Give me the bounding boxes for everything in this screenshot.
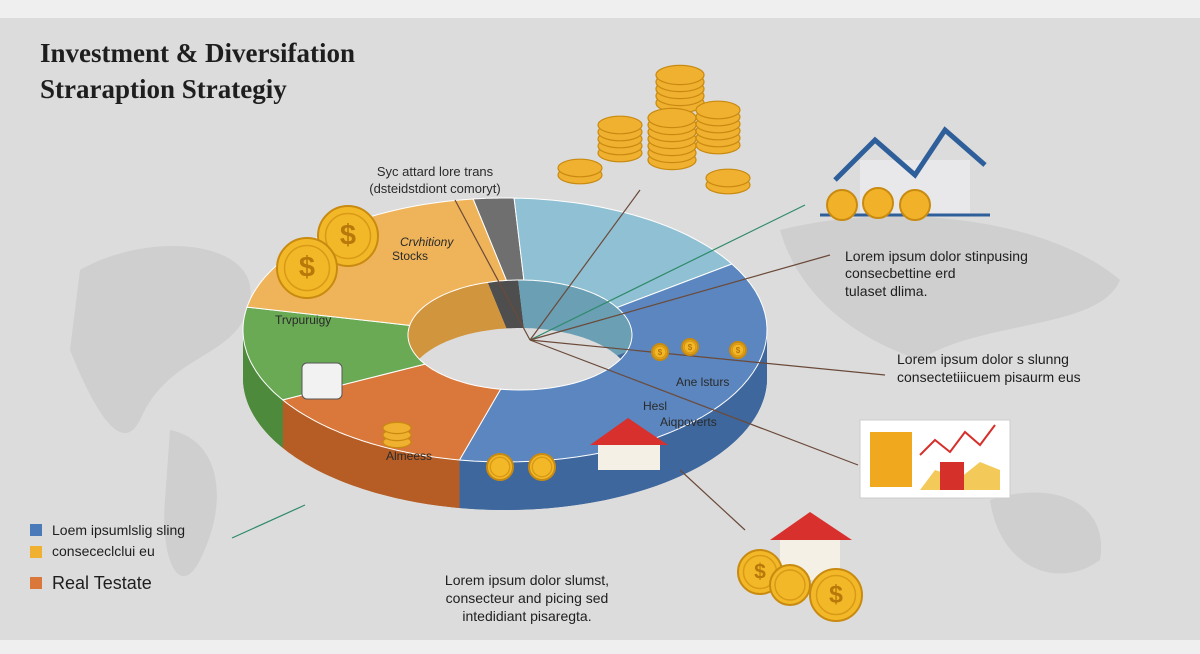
coin-stack [597,115,643,135]
note: Lorem ipsum dolor stinpusing [845,248,1028,264]
coin [809,568,863,622]
legend-label: Loem ipsumlslig sling [52,522,185,538]
coin [862,187,894,219]
legend-swatch [30,546,42,558]
donut-chart [242,197,768,510]
segment-label: Stocks [392,249,428,263]
legend-swatch [30,524,42,536]
note: consectetiiicuem pisaurm eus [897,369,1081,385]
note: consecteur and picing sed [446,590,609,606]
title: Investment & Diversifation [40,38,355,68]
coin [317,205,379,267]
coin-symbol: $ [340,220,356,252]
card-line [919,424,996,456]
world-map [70,216,1120,577]
segment-label: Almeess [386,449,432,463]
house-roof [770,512,852,540]
coin-rim [283,244,331,292]
coin-stack [557,158,603,178]
callout-line [529,339,859,466]
legend-label: consececlclui eu [52,543,155,559]
coin-symbol: $ [736,346,741,355]
segment-note: Syc attard lore trans [377,164,494,179]
legend: Loem ipsumlslig sling consececlclui eu R… [30,522,185,593]
callout-line [529,254,831,341]
segment-side [243,330,283,448]
coin-rim [774,569,806,601]
callout-line [454,199,531,341]
coins: $ $ $ $ $ $ $ [276,64,863,622]
note: consecbettine erd [845,265,956,281]
coin-symbol: $ [754,561,766,584]
coin-symbol: $ [688,343,693,352]
coin-rim [531,456,553,478]
segment-label: Crvhitiony [400,235,454,249]
coin-symbol: $ [829,581,843,609]
coin-rim [653,345,667,359]
segment-label: Aiqpoverts [660,415,717,429]
coin [826,189,858,221]
segment-label: Ane lsturs [676,375,729,389]
map-continent [70,246,251,434]
note: tulaset dlima. [845,283,927,299]
map-continent [164,430,217,577]
house-roof [833,126,987,182]
callout-line [231,504,306,539]
coin-stack [655,64,705,86]
callout-line [529,204,806,341]
bottom-band [0,640,1200,654]
note: intedidiant pisaregta. [462,608,591,624]
legend-label: Real Testate [52,573,152,593]
legend-swatch [30,577,42,589]
map-continent [780,216,1120,360]
card-block [870,432,912,487]
map-continent [990,492,1102,574]
top-band [0,0,1200,18]
callout-line [529,189,641,341]
chart-card [859,419,1011,499]
coin-stack [647,107,697,129]
segment-label: Hesl [643,399,667,413]
coin [276,237,338,299]
coin [899,189,931,221]
coin-rim [324,212,372,260]
callout-line [529,339,886,376]
house-icon [820,126,990,221]
coin-stack [695,100,741,120]
note: Lorem ipsum dolor s slunng [897,351,1069,367]
coin-rim [731,343,745,357]
note: Lorem ipsum dolor slumst, [445,572,609,588]
callout-line [679,469,746,531]
coin [769,564,811,606]
coin-stack [705,168,751,188]
segment-note: (dsteidstdiont comoryt) [369,181,501,196]
coin-rim [489,456,511,478]
coin-stack [382,421,412,435]
coin-rim [815,574,857,616]
house-icon [590,418,668,470]
segment-label: Trvpuruigy [275,313,331,327]
coin-rim [683,340,697,354]
coin-symbol: $ [658,348,663,357]
title: Straraption Strategiy [40,74,287,104]
house-roof [590,418,668,445]
coin-symbol: $ [299,252,315,284]
chart-icon [301,362,343,400]
card-bar [940,462,964,490]
callouts [231,189,886,539]
